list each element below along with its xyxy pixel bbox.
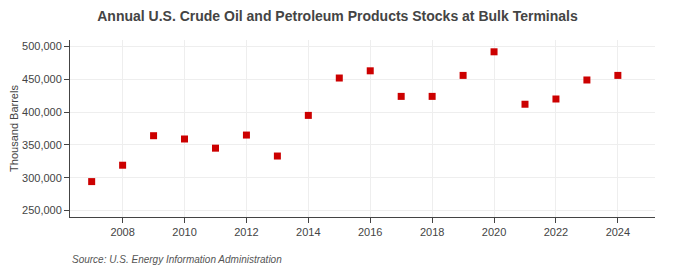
svg-text:250,000: 250,000 [22, 204, 62, 216]
svg-text:500,000: 500,000 [22, 40, 62, 52]
svg-text:300,000: 300,000 [22, 172, 62, 184]
svg-text:Source: U.S. Energy Informatio: Source: U.S. Energy Information Administ… [72, 254, 282, 265]
svg-text:Thousand Barrels: Thousand Barrels [8, 85, 20, 172]
svg-text:2022: 2022 [544, 226, 568, 238]
svg-text:400,000: 400,000 [22, 106, 62, 118]
svg-text:2014: 2014 [296, 226, 320, 238]
svg-text:2010: 2010 [172, 226, 196, 238]
svg-text:350,000: 350,000 [22, 139, 62, 151]
svg-text:2016: 2016 [358, 226, 382, 238]
svg-text:2012: 2012 [234, 226, 258, 238]
svg-text:450,000: 450,000 [22, 73, 62, 85]
svg-text:Annual U.S. Crude Oil and Petr: Annual U.S. Crude Oil and Petroleum Prod… [97, 8, 578, 24]
svg-text:2024: 2024 [606, 226, 630, 238]
svg-text:2020: 2020 [482, 226, 506, 238]
svg-text:2018: 2018 [420, 226, 444, 238]
svg-text:2008: 2008 [110, 226, 134, 238]
